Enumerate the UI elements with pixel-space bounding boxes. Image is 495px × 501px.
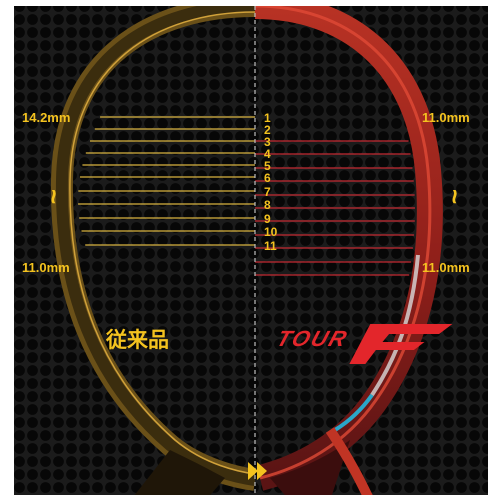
string-number-label: 7 bbox=[264, 185, 271, 199]
left-range-icon: ~ bbox=[39, 189, 69, 204]
string-number-label: 6 bbox=[264, 171, 271, 185]
string-number-label: 9 bbox=[264, 212, 271, 226]
left-top-spacing: 14.2mm bbox=[22, 110, 70, 125]
right-bottom-spacing: 11.0mm bbox=[422, 260, 470, 275]
conventional-product-label: 従来品 bbox=[105, 328, 169, 352]
string-number-label: 8 bbox=[264, 198, 271, 212]
right-top-spacing: 11.0mm bbox=[422, 110, 470, 125]
svg-text:TOUR: TOUR bbox=[274, 327, 352, 351]
string-number-label: 10 bbox=[264, 225, 278, 239]
left-bottom-spacing: 11.0mm bbox=[22, 260, 70, 275]
string-number-label: 11 bbox=[264, 239, 277, 253]
right-range-icon: ~ bbox=[440, 189, 470, 204]
